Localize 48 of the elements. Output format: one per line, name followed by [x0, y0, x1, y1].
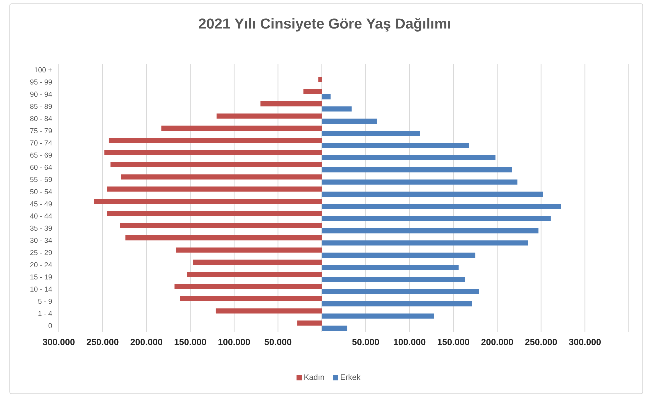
bar — [322, 302, 472, 307]
bar — [318, 77, 322, 82]
bar — [304, 89, 322, 94]
bar — [322, 168, 512, 173]
bar — [176, 248, 322, 253]
bar — [322, 252, 476, 258]
bar — [322, 106, 352, 112]
bar — [322, 118, 378, 124]
bar — [322, 289, 480, 294]
bar — [162, 126, 322, 131]
bar — [322, 216, 551, 222]
bar — [216, 114, 322, 119]
x-tick-label: 250.000 — [86, 339, 119, 346]
bar — [120, 223, 322, 228]
bar — [322, 240, 528, 246]
bar — [322, 155, 496, 160]
bar — [322, 314, 434, 319]
bar — [322, 228, 539, 234]
bar — [322, 326, 348, 332]
bar — [260, 102, 322, 107]
bar — [322, 143, 470, 148]
x-tick-label: 100.000 — [218, 339, 250, 346]
bar — [126, 236, 322, 241]
bar — [322, 277, 466, 282]
bar — [298, 320, 322, 326]
x-tick-label: 50.000 — [264, 339, 292, 346]
bar — [107, 211, 322, 216]
bar — [216, 308, 322, 314]
bar — [180, 296, 322, 302]
bar — [322, 131, 420, 136]
bar — [322, 192, 544, 198]
x-tick-label: 200.000 — [130, 339, 163, 346]
bar — [322, 204, 562, 210]
bar — [193, 260, 322, 266]
bar — [108, 138, 322, 144]
bar — [110, 162, 322, 168]
bar — [174, 284, 322, 290]
bar — [322, 265, 459, 270]
chart-title: 2021 Yılı Cinsiyete Göre Yaş Dağılımı — [199, 18, 450, 32]
bar — [322, 180, 518, 185]
x-tick-label: 150.000 — [174, 339, 206, 346]
bar — [104, 150, 322, 156]
bar — [107, 186, 322, 192]
bar — [94, 198, 322, 204]
x-tick-label: 300.000 — [43, 339, 75, 346]
bar — [121, 174, 322, 180]
bar — [322, 94, 331, 100]
bar — [187, 272, 322, 278]
